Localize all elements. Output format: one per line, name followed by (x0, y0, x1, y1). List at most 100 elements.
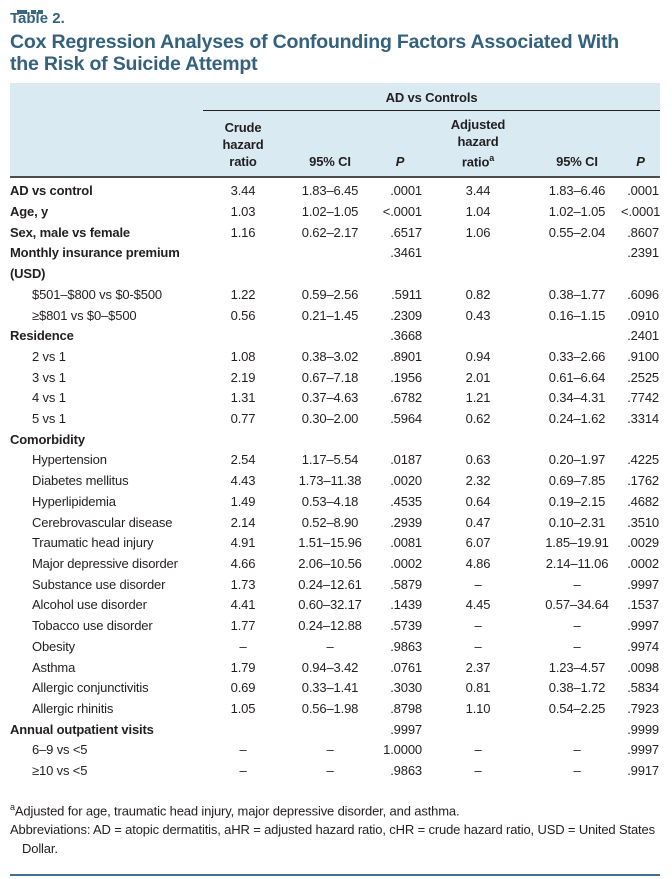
cell-crude-hr: 2.19 (230, 369, 256, 385)
cell-adj-hr: 0.81 (465, 680, 491, 696)
table-title: Cox Regression Analyses of Confounding F… (10, 31, 619, 75)
cell-adj-hr: 2.37 (465, 659, 491, 675)
cell-crude-hr: 4.66 (230, 555, 256, 571)
cell-crude-p: .6517 (390, 224, 422, 240)
column-header: Crude hazard ratio (222, 120, 264, 170)
cell-adj-hr: 4.45 (465, 597, 491, 613)
cell-crude-p: .0761 (390, 659, 422, 675)
cell-crude-hr: – (239, 638, 247, 654)
cell-crude-hr: 1.49 (230, 493, 256, 509)
cell-crude-p: .3668 (390, 328, 422, 344)
table-row: $501–$800 vs $0-$500 1.22 0.59–2.56 .5911 0.… (10, 285, 660, 306)
table-row: Traumatic head injury 4.91 1.51–15.96 .0081… (10, 533, 660, 554)
cell-adj-p: .9917 (627, 763, 659, 779)
cell-crude-ci: 0.62–2.17 (301, 224, 359, 240)
cell-crude-hr: 1.22 (230, 286, 256, 302)
cell-adj-ci: 0.38–1.77 (548, 286, 606, 302)
row-label: Allergic conjunctivitis (32, 680, 149, 696)
row-label: Comorbidity (10, 431, 85, 447)
cell-crude-ci: 2.06–10.56 (298, 555, 362, 571)
table-row: Monthly insurance premium (USD) .3461 .239… (10, 243, 660, 284)
cell-crude-ci: 0.30–2.00 (301, 411, 359, 427)
cell-adj-hr: – (474, 638, 482, 654)
cell-adj-hr: 3.44 (465, 183, 491, 199)
row-label: Obesity (32, 638, 76, 654)
cell-adj-ci: 0.69–7.85 (548, 473, 606, 489)
cell-crude-hr: 0.69 (230, 680, 256, 696)
table-row: Hypertension 2.54 1.17–5.54 .0187 0.63 0.20–1… (10, 450, 660, 471)
cell-adj-hr: 6.07 (465, 535, 491, 551)
cell-crude-hr: 1.77 (230, 618, 256, 634)
cell-adj-hr: 1.10 (465, 700, 491, 716)
row-label: Residence (10, 328, 74, 344)
table-row: ≥$801 vs $0–$500 0.56 0.21–1.45 .2309 0.43 0.… (10, 306, 660, 327)
table-row: Hyperlipidemia 1.49 0.53–4.18 .4535 0.64 0.19… (10, 492, 660, 513)
table-row: Comorbidity (10, 430, 660, 451)
cell-crude-hr: – (239, 742, 247, 758)
cell-adj-ci: 0.54–2.25 (548, 700, 606, 716)
cell-adj-ci: 0.55–2.04 (548, 224, 606, 240)
row-label: $501–$800 vs $0-$500 (32, 286, 163, 302)
cell-adj-ci: – (573, 763, 581, 779)
cell-adj-hr: 0.82 (465, 286, 491, 302)
cell-adj-p: .0910 (627, 307, 659, 323)
row-label: 5 vs 1 (32, 411, 66, 427)
table-row: Residence .3668 .2401 (10, 326, 660, 347)
cell-crude-p: .2939 (390, 514, 422, 530)
bottom-rule (10, 874, 660, 876)
cell-adj-p: .0029 (627, 535, 659, 551)
cell-adj-hr: 0.63 (465, 452, 491, 468)
cell-adj-p: .4225 (627, 452, 659, 468)
column-header: 95% CI (556, 154, 598, 170)
table-row: Alcohol use disorder 4.41 0.60–32.17 .1439 4… (10, 595, 660, 616)
cell-crude-p: .9997 (390, 721, 422, 737)
cell-crude-hr: 1.03 (230, 204, 256, 220)
cell-adj-p: .9997 (627, 618, 659, 634)
header-superscript: a (489, 153, 495, 163)
cell-adj-p: .3314 (627, 411, 659, 427)
cell-adj-p: .5834 (627, 680, 659, 696)
cell-crude-ci: 0.21–1.45 (301, 307, 359, 323)
table-row: Sex, male vs female 1.16 0.62–2.17 .6517 1.0… (10, 223, 660, 244)
cell-crude-p: .5739 (390, 618, 422, 634)
cell-crude-ci: 1.17–5.54 (301, 452, 359, 468)
cell-adj-p: .9997 (627, 742, 659, 758)
table-row: 2 vs 1 1.08 0.38–3.02 .8901 0.94 0.33–2.66 .91… (10, 347, 660, 368)
table-row: Major depressive disorder 4.66 2.06–10.56.… (10, 554, 660, 575)
row-label: 4 vs 1 (32, 390, 66, 406)
row-label: Hypertension (32, 452, 107, 468)
cell-crude-ci: 0.67–7.18 (301, 369, 359, 385)
results-table: AD vs Controls Crude hazard ratio 95% CI P… (10, 83, 660, 786)
cell-crude-ci: – (326, 742, 334, 758)
table-row: Allergic conjunctivitis 0.69 0.33–1.41 .303… (10, 678, 660, 699)
cell-adj-ci: 0.10–2.31 (548, 514, 606, 530)
cell-crude-hr: 2.54 (230, 452, 256, 468)
cell-crude-hr: 4.91 (230, 535, 256, 551)
cell-adj-hr: 1.04 (465, 204, 491, 220)
cell-crude-p: .9863 (390, 763, 422, 779)
cell-adj-p: .9997 (627, 576, 659, 592)
row-label: Alcohol use disorder (32, 597, 147, 613)
cell-adj-hr: 2.32 (465, 473, 491, 489)
row-label: Diabetes mellitus (32, 473, 129, 489)
cell-adj-p: .7742 (627, 390, 659, 406)
cell-crude-ci: 0.56–1.98 (301, 700, 359, 716)
cell-crude-ci: 0.33–1.41 (301, 680, 359, 696)
cell-adj-hr: 2.01 (465, 369, 491, 385)
row-label: Tobacco use disorder (32, 618, 153, 634)
cell-crude-ci: 1.51–15.96 (298, 535, 362, 551)
cell-adj-ci: 0.38–1.72 (548, 680, 606, 696)
cell-crude-hr: 2.14 (230, 514, 256, 530)
cell-adj-ci: – (573, 576, 581, 592)
table-row: Diabetes mellitus 4.43 1.73–11.38 .0020 2.32… (10, 471, 660, 492)
cell-adj-ci: 0.19–2.15 (548, 493, 606, 509)
cell-adj-ci: 0.24–1.62 (548, 411, 606, 427)
row-label: Age, y (10, 204, 49, 220)
cell-adj-ci: 0.34–4.31 (548, 390, 606, 406)
cell-adj-p: .4682 (627, 493, 659, 509)
cell-adj-hr: – (474, 763, 482, 779)
table-row: 3 vs 1 2.19 0.67–7.18 .1956 2.01 0.61–6.64 .25… (10, 368, 660, 389)
cell-crude-hr: 4.43 (230, 473, 256, 489)
cell-adj-hr: 0.47 (465, 514, 491, 530)
cell-adj-ci: 2.14–11.06 (545, 555, 609, 571)
